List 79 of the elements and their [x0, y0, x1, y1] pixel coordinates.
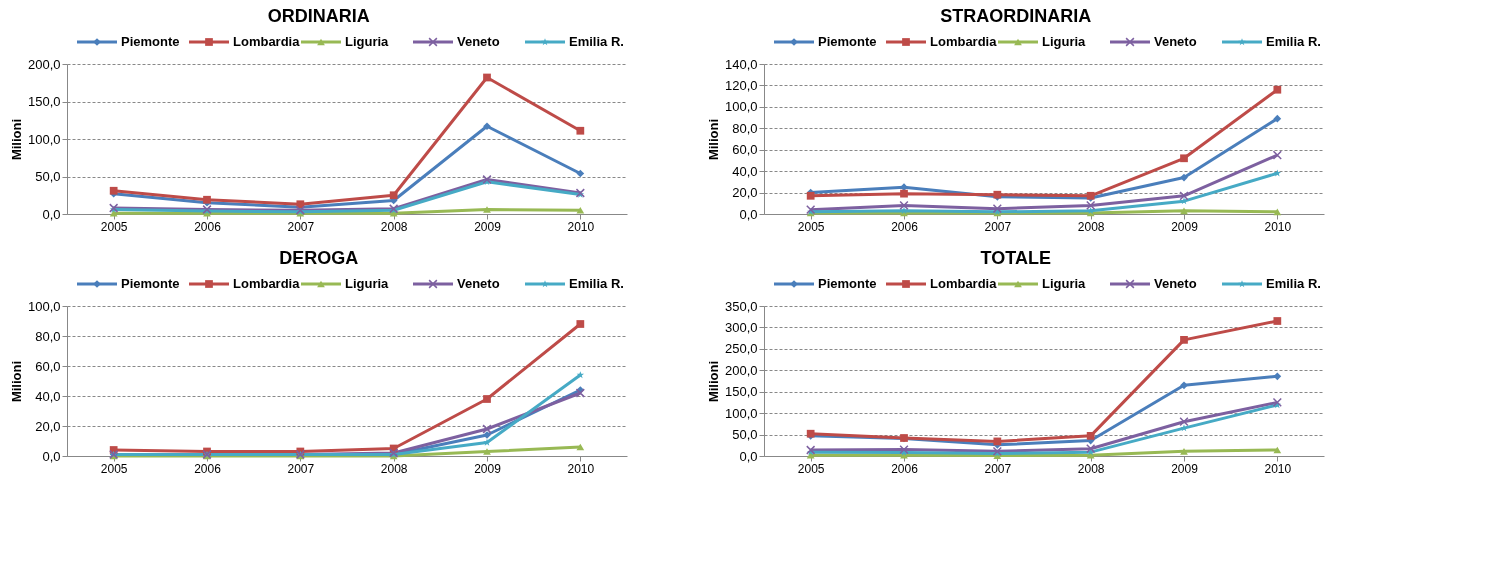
- chart-title: TOTALE: [980, 248, 1051, 268]
- y-tick-label: 200,0: [724, 362, 758, 378]
- y-tick-label: 0,0: [739, 448, 758, 464]
- x-tick-label: 2010: [567, 219, 595, 234]
- legend-label: Liguria: [345, 276, 390, 291]
- legend-label: Veneto: [1154, 34, 1197, 49]
- y-tick-label: 80,0: [732, 120, 758, 136]
- x-tick-label: 2008: [380, 461, 408, 476]
- x-tick-label: 2009: [1171, 219, 1199, 234]
- y-tick-label: 20,0: [732, 185, 758, 201]
- x-tick-label: 2007: [287, 219, 315, 234]
- legend-label: Veneto: [457, 34, 500, 49]
- y-tick-label: 60,0: [35, 358, 61, 374]
- x-tick-label: 2009: [1171, 461, 1199, 476]
- chart-title: STRAORDINARIA: [940, 6, 1092, 26]
- x-tick-label: 2005: [100, 461, 128, 476]
- x-tick-label: 2007: [287, 461, 315, 476]
- y-tick-label: 50,0: [35, 169, 61, 184]
- x-tick-label: 2005: [797, 219, 825, 234]
- legend-label: Emilia R.: [1266, 276, 1321, 291]
- y-tick-label: 40,0: [732, 163, 758, 179]
- y-axis-title: Milioni: [8, 118, 24, 161]
- y-tick-label: 0,0: [739, 206, 758, 222]
- legend-label: Piemonte: [121, 276, 180, 291]
- x-tick-label: 2006: [194, 461, 222, 476]
- legend-label: Emilia R.: [1266, 34, 1321, 49]
- y-tick-label: 200,0: [27, 56, 61, 72]
- y-tick-label: 0,0: [42, 448, 61, 464]
- y-tick-label: 0,0: [42, 206, 61, 222]
- x-tick-label: 2006: [891, 461, 919, 476]
- y-axis-title: Milioni: [705, 118, 721, 161]
- y-axis-title: Milioni: [8, 360, 24, 403]
- y-tick-label: 140,0: [724, 56, 758, 72]
- legend-label: Piemonte: [818, 276, 877, 291]
- y-axis-title: Milioni: [705, 360, 721, 403]
- y-tick-label: 40,0: [35, 388, 61, 404]
- x-tick-label: 2008: [380, 219, 408, 234]
- x-tick-label: 2007: [984, 461, 1012, 476]
- y-tick-label: 150,0: [724, 384, 758, 400]
- x-tick-label: 2009: [474, 461, 502, 476]
- legend-label: Veneto: [1154, 276, 1197, 291]
- y-tick-label: 150,0: [27, 94, 61, 109]
- legend-label: Lombardia: [930, 276, 998, 291]
- legend-label: Emilia R.: [569, 276, 624, 291]
- legend-label: Liguria: [345, 34, 390, 49]
- chart-title: DEROGA: [279, 248, 359, 268]
- legend-label: Piemonte: [121, 34, 180, 49]
- x-tick-label: 2005: [100, 219, 128, 234]
- y-tick-label: 20,0: [35, 418, 61, 434]
- legend-label: Veneto: [457, 276, 500, 291]
- x-tick-label: 2007: [984, 219, 1012, 234]
- x-tick-label: 2010: [567, 461, 595, 476]
- x-tick-label: 2006: [194, 219, 222, 234]
- y-tick-label: 80,0: [35, 328, 61, 344]
- y-tick-label: 100,0: [724, 405, 758, 421]
- x-tick-label: 2010: [1264, 461, 1292, 476]
- y-tick-label: 100,0: [724, 99, 758, 115]
- chart-title: ORDINARIA: [267, 6, 370, 26]
- x-tick-label: 2006: [891, 219, 919, 234]
- x-tick-label: 2008: [1077, 461, 1105, 476]
- legend-label: Lombardia: [930, 34, 998, 49]
- y-tick-label: 250,0: [724, 341, 758, 357]
- legend-label: Emilia R.: [569, 34, 624, 49]
- y-tick-label: 60,0: [732, 142, 758, 158]
- y-tick-label: 50,0: [732, 427, 758, 443]
- x-tick-label: 2008: [1077, 219, 1105, 234]
- x-tick-label: 2009: [474, 219, 502, 234]
- x-tick-label: 2010: [1264, 219, 1292, 234]
- legend-label: Lombardia: [233, 276, 301, 291]
- y-tick-label: 350,0: [724, 298, 758, 314]
- legend-label: Lombardia: [233, 34, 301, 49]
- legend-label: Liguria: [1042, 34, 1087, 49]
- y-tick-label: 120,0: [724, 77, 758, 93]
- y-tick-label: 100,0: [27, 298, 61, 314]
- legend-label: Piemonte: [818, 34, 877, 49]
- x-tick-label: 2005: [797, 461, 825, 476]
- legend-label: Liguria: [1042, 276, 1087, 291]
- y-tick-label: 300,0: [724, 319, 758, 335]
- y-tick-label: 100,0: [27, 131, 61, 147]
